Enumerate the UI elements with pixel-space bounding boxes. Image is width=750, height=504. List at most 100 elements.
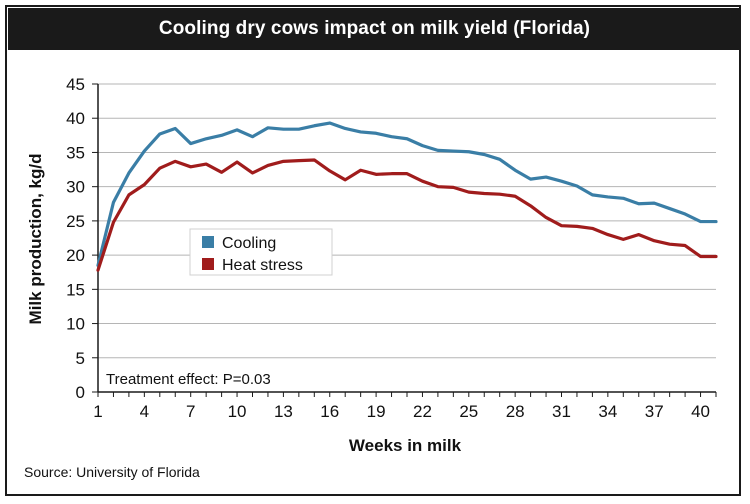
data-point-cooling [529,178,532,180]
data-point-cooling [344,127,347,130]
x-tick-label: 13 [274,402,293,421]
data-point-heat-stress [97,269,99,271]
treatment-annotation: Treatment effect: P=0.03 [106,371,271,388]
data-point-heat-stress [498,193,501,195]
data-point-cooling [189,142,192,145]
y-axis-label: Milk production, kg/d [26,154,45,325]
x-tick-label: 37 [645,402,664,421]
data-point-cooling [452,150,455,152]
data-point-heat-stress [637,233,640,236]
y-tick-label: 15 [66,280,85,299]
y-tick-label: 0 [76,383,85,402]
data-point-heat-stress [189,166,192,168]
data-point-cooling [637,202,640,205]
x-axis-label: Weeks in milk [349,436,462,455]
x-tick-label: 31 [552,402,571,421]
data-point-heat-stress [607,233,609,236]
chart-title: Cooling dry cows impact on milk yield (F… [158,18,591,39]
data-point-heat-stress [128,194,130,196]
data-point-cooling [375,132,377,135]
y-tick-label: 45 [66,75,85,94]
x-tick-label: 22 [413,402,432,421]
data-point-heat-stress [668,243,671,245]
chart-frame [5,5,741,496]
source-note: Source: University of Florida [24,464,200,480]
data-point-heat-stress [267,164,269,167]
data-point-cooling [591,194,594,196]
data-point-cooling [668,207,671,210]
data-point-cooling [483,153,486,156]
data-point-cooling [328,122,331,124]
data-point-cooling [359,131,362,133]
data-point-heat-stress [390,172,393,175]
data-point-heat-stress [421,180,424,182]
data-point-cooling [498,158,501,161]
data-point-cooling [576,185,578,187]
data-point-heat-stress [483,192,486,195]
data-point-heat-stress [406,172,408,175]
x-tick-label: 10 [228,402,247,421]
x-tick-label: 19 [367,402,386,421]
data-point-cooling [159,133,161,135]
data-point-cooling [174,127,177,130]
data-point-heat-stress [560,224,563,227]
data-point-heat-stress [143,183,146,186]
data-point-heat-stress [251,172,254,174]
data-point-cooling [607,196,609,198]
data-point-heat-stress [452,186,455,189]
data-point-cooling [128,172,130,174]
data-point-heat-stress [313,159,316,161]
axes [92,83,717,397]
data-point-heat-stress [576,225,578,228]
x-tick-label: 16 [320,402,339,421]
data-point-heat-stress [715,255,717,258]
y-tick-label: 30 [66,178,85,197]
data-point-cooling [112,201,115,204]
data-point-heat-stress [282,160,285,163]
legend-swatch-heat-stress [202,258,214,270]
data-point-heat-stress [653,239,655,242]
y-tick-label: 10 [66,315,85,334]
data-point-heat-stress [220,171,223,174]
data-point-heat-stress [529,205,532,207]
data-point-cooling [514,169,516,172]
x-tick-label: 25 [459,402,478,421]
chart-title-bar: Cooling dry cows impact on milk yield (F… [8,8,741,50]
data-point-heat-stress [699,255,702,258]
data-point-heat-stress [437,185,439,188]
data-point-heat-stress [159,167,161,169]
data-point-cooling [143,150,146,152]
data-point-heat-stress [236,161,238,163]
data-point-cooling [468,150,470,153]
data-point-cooling [236,129,238,131]
data-point-cooling [406,137,408,140]
x-tick-label: 34 [598,402,617,421]
data-point-cooling [298,128,300,130]
legend-label-cooling: Cooling [222,235,276,252]
data-point-heat-stress [375,173,377,176]
x-tick-label: 40 [691,402,710,421]
legend-label-heat-stress: Heat stress [222,257,303,274]
data-point-cooling [421,144,424,147]
y-tick-label: 5 [76,349,85,368]
data-point-cooling [313,124,316,127]
x-tick-label: 28 [506,402,525,421]
data-point-cooling [205,137,207,140]
data-point-heat-stress [591,227,594,230]
data-point-heat-stress [205,163,207,165]
data-point-heat-stress [622,238,625,241]
legend: Cooling Heat stress [189,228,333,276]
data-point-cooling [715,220,717,223]
data-point-cooling [699,220,702,223]
y-tick-label: 35 [66,143,85,162]
x-tick-label: 1 [93,402,102,421]
data-point-heat-stress [298,159,300,162]
x-tick-label: 4 [140,402,149,421]
data-point-cooling [684,213,686,215]
data-point-cooling [653,202,655,204]
data-point-cooling [545,176,547,178]
y-tick-label: 25 [66,212,85,231]
data-point-cooling [390,135,393,138]
data-point-cooling [437,149,439,152]
